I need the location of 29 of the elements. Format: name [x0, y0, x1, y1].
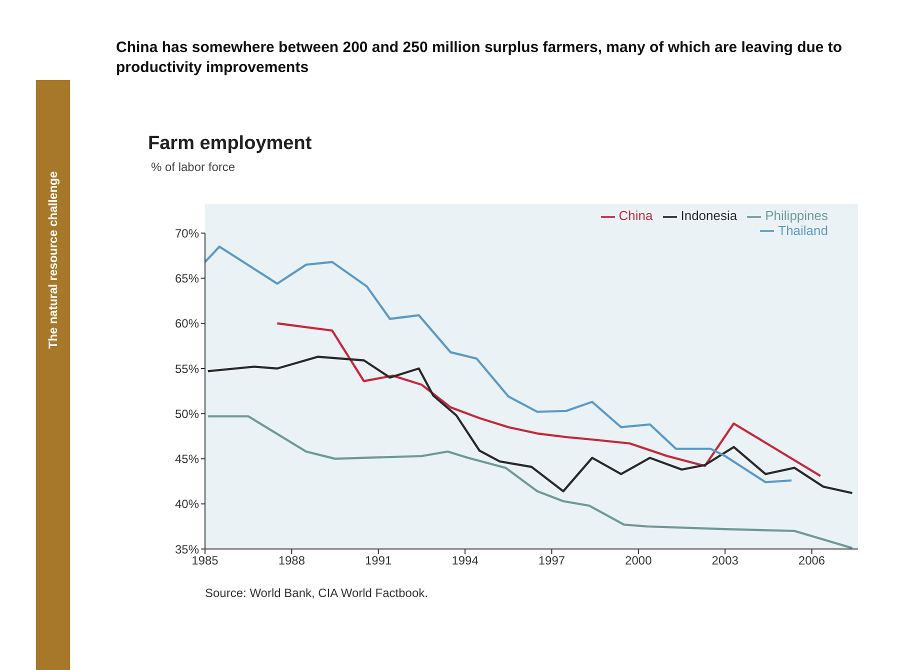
x-tick-label: 2000 — [625, 554, 652, 568]
x-tick-label: 1997 — [538, 554, 566, 568]
x-tick-label: 2006 — [798, 554, 826, 568]
x-tick-label: 1994 — [452, 554, 479, 568]
chart-subtitle: Farm employment — [148, 133, 312, 155]
y-axis-title: % of labor force — [151, 160, 236, 174]
line-series — [276, 322, 822, 477]
x-tick-label: 1985 — [192, 554, 219, 568]
legend-label: China — [618, 208, 653, 223]
sidebar-panel: The natural resource challenge — [36, 80, 70, 670]
y-tick-label: 40% — [174, 497, 200, 512]
x-tick-label: 1991 — [365, 554, 392, 568]
y-tick-label: 65% — [174, 272, 200, 286]
line-series — [206, 415, 854, 549]
line-series — [205, 246, 793, 484]
y-tick-label: 35% — [174, 542, 200, 556]
x-tick-label: 2003 — [712, 554, 739, 568]
y-tick-label: 50% — [174, 406, 200, 421]
line-series — [206, 356, 854, 494]
legend-label: Thailand — [778, 222, 828, 238]
y-tick-label: 60% — [174, 316, 200, 331]
y-tick-label: 55% — [174, 362, 200, 376]
chart-title: China has somewhere between 200 and 250 million surplus farmers, many of which are leaving due to productivity improvements — [116, 38, 844, 78]
source-note: Source: World Bank, CIA World Factbook. — [205, 586, 428, 600]
legend-label: Indonesia — [680, 208, 738, 223]
legend-label: Philippines — [765, 208, 828, 223]
y-tick-label: 70% — [174, 226, 200, 240]
y-tick-label: 45% — [174, 452, 200, 466]
x-tick-label: 1988 — [278, 554, 306, 568]
